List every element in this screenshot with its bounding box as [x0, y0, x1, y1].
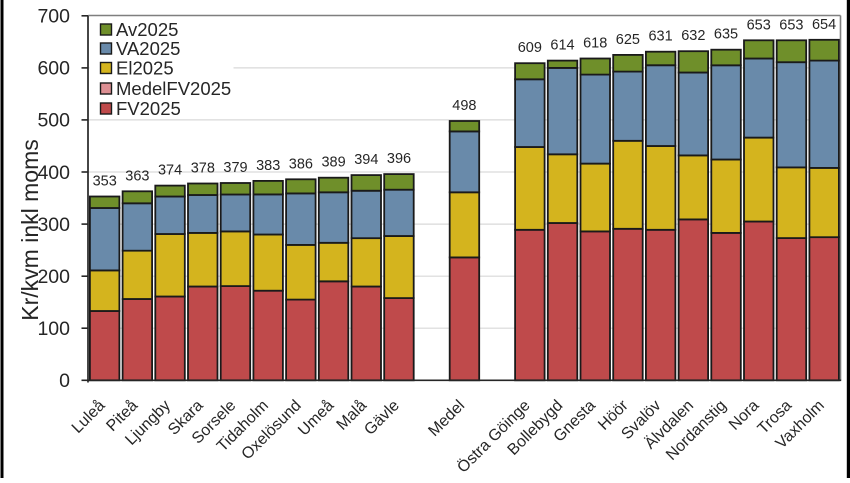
svg-text:389: 389: [321, 155, 345, 171]
svg-text:378: 378: [191, 161, 215, 177]
svg-text:632: 632: [681, 28, 705, 44]
svg-text:FV2025: FV2025: [116, 98, 181, 119]
svg-text:VA2025: VA2025: [116, 38, 180, 59]
svg-text:379: 379: [223, 160, 247, 176]
svg-text:500: 500: [37, 110, 70, 132]
svg-text:498: 498: [452, 98, 476, 114]
svg-text:653: 653: [779, 17, 803, 33]
svg-text:631: 631: [648, 29, 672, 45]
svg-text:El2025: El2025: [116, 57, 174, 78]
svg-text:353: 353: [93, 174, 117, 190]
svg-text:Av2025: Av2025: [116, 19, 178, 40]
svg-text:Kr/kvm inkl moms: Kr/kvm inkl moms: [17, 139, 43, 320]
svg-text:100: 100: [37, 318, 70, 340]
svg-text:374: 374: [158, 163, 182, 179]
svg-text:400: 400: [37, 162, 70, 184]
svg-text:386: 386: [289, 156, 313, 172]
svg-text:653: 653: [747, 17, 771, 33]
svg-text:600: 600: [37, 58, 70, 80]
svg-text:383: 383: [256, 158, 280, 174]
svg-text:614: 614: [550, 38, 574, 54]
svg-text:200: 200: [37, 266, 70, 288]
svg-text:MedelFV2025: MedelFV2025: [116, 78, 231, 99]
svg-text:363: 363: [125, 168, 149, 184]
svg-text:625: 625: [616, 32, 640, 48]
svg-text:635: 635: [714, 27, 738, 43]
svg-text:394: 394: [354, 152, 378, 168]
svg-text:654: 654: [812, 17, 836, 33]
svg-text:700: 700: [37, 6, 70, 28]
svg-text:300: 300: [37, 214, 70, 236]
svg-text:618: 618: [583, 36, 607, 52]
svg-text:0: 0: [59, 370, 70, 392]
svg-text:609: 609: [518, 40, 542, 56]
svg-text:396: 396: [387, 151, 411, 167]
